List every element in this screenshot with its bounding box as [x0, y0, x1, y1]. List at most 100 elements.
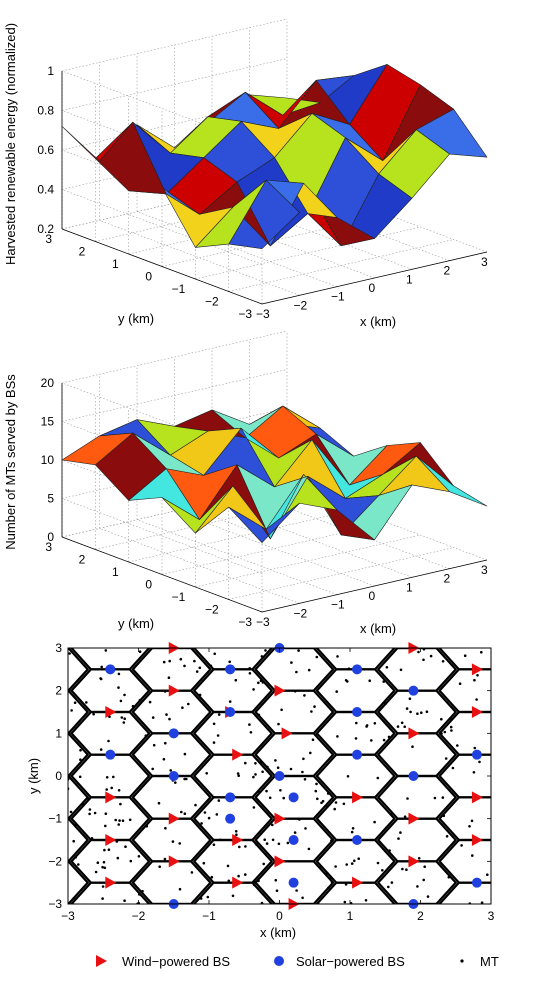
- wind-bs-marker: [105, 834, 117, 846]
- mt-point: [180, 810, 183, 814]
- mt-point: [268, 796, 272, 800]
- x-axis-line: [261, 251, 488, 305]
- mt-point: [198, 666, 202, 670]
- mt-point: [99, 677, 102, 680]
- x-tick-label: −1: [331, 598, 345, 612]
- mt-point: [114, 818, 117, 822]
- mt-point: [397, 837, 400, 840]
- mt-point: [478, 760, 481, 764]
- mt-point: [164, 826, 167, 830]
- mt-point: [328, 877, 332, 880]
- mt-point: [420, 711, 423, 714]
- solar-bs-marker: [352, 749, 363, 760]
- mt-point: [261, 770, 264, 774]
- mt-point: [123, 899, 126, 902]
- y-tick-label: 2: [55, 684, 62, 698]
- mt-point: [336, 655, 339, 658]
- mt-point: [70, 709, 73, 712]
- mt-point: [96, 861, 100, 864]
- mt-point: [165, 713, 168, 716]
- mt-point: [257, 681, 260, 685]
- mt-point: [382, 738, 386, 742]
- mt-point: [117, 823, 120, 826]
- mt-point: [282, 796, 286, 800]
- mt-point: [193, 659, 196, 663]
- floor-gridline: [136, 211, 338, 287]
- mt-point: [117, 686, 120, 689]
- mt-point: [115, 840, 119, 843]
- mt-point: [364, 899, 368, 902]
- mt-point: [315, 655, 319, 659]
- mt-point: [302, 757, 305, 761]
- mt-point: [318, 866, 322, 869]
- legend-wind-marker: [96, 955, 107, 967]
- mt-point: [261, 681, 265, 684]
- mt-point: [237, 874, 240, 878]
- mt-point: [456, 744, 459, 747]
- mt-point: [74, 855, 77, 859]
- x-tick-label: 1: [406, 272, 413, 286]
- mt-point: [209, 664, 213, 668]
- mts-surface: [61, 405, 488, 544]
- hex-cell: [438, 753, 491, 799]
- mt-point: [316, 797, 319, 801]
- mt-point: [93, 811, 97, 815]
- mt-point: [198, 693, 202, 697]
- mt-point: [355, 721, 358, 725]
- wind-bs-marker: [352, 876, 364, 889]
- mt-point: [370, 739, 373, 742]
- mt-point: [315, 782, 318, 786]
- z-tick-label: 1: [47, 64, 54, 78]
- mt-point: [199, 897, 203, 900]
- wind-bs-marker: [274, 684, 286, 697]
- x-tick-label: 2: [444, 264, 451, 278]
- mts-z-axis-label: Number of MTs served by BSs: [3, 374, 18, 550]
- mt-point: [422, 658, 425, 662]
- x-tick-label: −1: [331, 290, 345, 304]
- mt-point: [426, 895, 430, 898]
- hex-cell: [70, 648, 151, 671]
- mt-point: [265, 789, 268, 793]
- mt-point: [298, 818, 301, 821]
- mt-point: [92, 712, 95, 716]
- mt-point: [162, 757, 166, 761]
- surface-patch: [61, 432, 134, 466]
- mt-point: [286, 841, 290, 845]
- y-tick-label: 0: [145, 270, 152, 284]
- mt-point: [152, 743, 156, 747]
- mt-point: [138, 698, 142, 702]
- mt-point: [320, 801, 323, 805]
- hex-cell: [438, 710, 491, 756]
- solar-bs-marker: [225, 707, 236, 717]
- solar-bs-marker: [471, 877, 482, 888]
- mt-point: [103, 866, 107, 870]
- mt-point: [88, 808, 92, 811]
- wind-bs-marker: [471, 663, 483, 676]
- floor-gridline: [286, 176, 488, 253]
- mt-point: [205, 772, 208, 775]
- wind-bs-marker: [168, 855, 180, 868]
- hex-cell: [501, 733, 545, 776]
- mt-point: [365, 725, 368, 728]
- mt-point: [94, 870, 98, 874]
- mt-point: [234, 678, 238, 682]
- mt-point: [169, 769, 172, 772]
- mt-point: [265, 842, 269, 845]
- mt-point: [255, 843, 258, 846]
- x-tick-label: −3: [61, 909, 75, 923]
- hex-cell: [501, 861, 545, 904]
- mt-point: [344, 679, 348, 682]
- mt-point: [313, 705, 316, 708]
- mt-point: [301, 896, 304, 900]
- mt-point: [81, 803, 85, 806]
- mt-point: [334, 801, 338, 804]
- legend-solar-marker: [274, 956, 284, 966]
- mt-point: [104, 824, 107, 828]
- mt-point: [416, 885, 419, 888]
- mt-point: [399, 831, 402, 834]
- y-tick-label: −2: [205, 295, 219, 309]
- mt-point: [403, 725, 407, 728]
- mt-point: [382, 680, 386, 683]
- floor-gridline: [286, 484, 488, 561]
- mt-point: [158, 865, 161, 868]
